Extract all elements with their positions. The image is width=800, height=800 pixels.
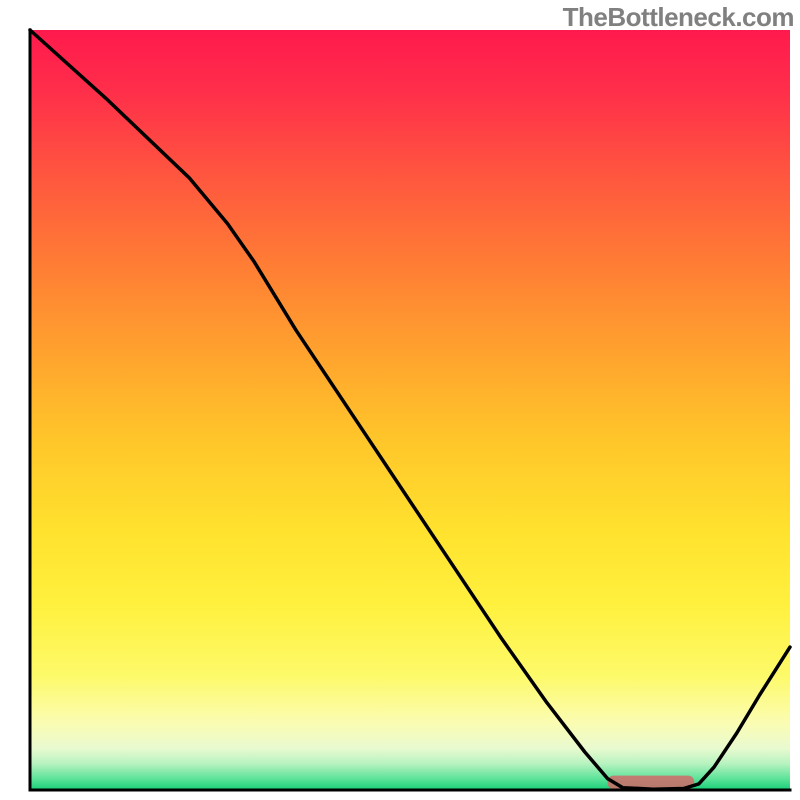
gradient-background [30,30,790,790]
chart-container: TheBottleneck.com [0,0,800,800]
watermark-text: TheBottleneck.com [563,2,794,33]
chart-svg [0,0,800,800]
plot-wrapper [0,0,800,800]
